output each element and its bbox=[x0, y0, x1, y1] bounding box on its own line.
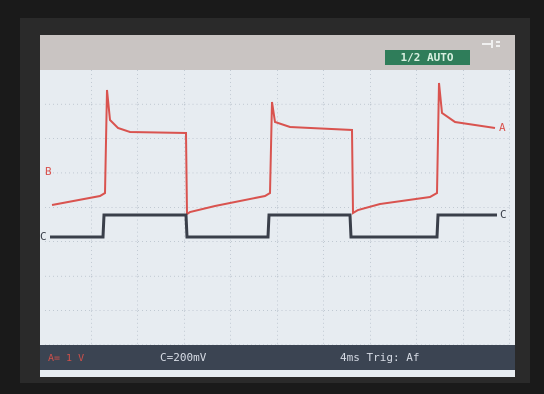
trace-c bbox=[50, 213, 497, 239]
channel-c-setting: C=200mV bbox=[160, 351, 207, 364]
footer-bar bbox=[40, 345, 515, 370]
battery-icon bbox=[482, 40, 500, 48]
trace-c-marker-left: C bbox=[40, 230, 47, 243]
trace-a bbox=[51, 82, 496, 216]
mode-box bbox=[385, 50, 470, 65]
grid bbox=[45, 70, 510, 345]
timebase-setting: 4ms Trig: Af bbox=[340, 351, 419, 364]
channel-a-setting: A= 1 V bbox=[48, 353, 84, 364]
trace-b-marker: B bbox=[45, 165, 52, 178]
trace-a-marker: A bbox=[499, 121, 506, 134]
trace-c-marker-right: C bbox=[500, 208, 507, 221]
mode-label: 1/2 AUTO bbox=[401, 51, 454, 64]
